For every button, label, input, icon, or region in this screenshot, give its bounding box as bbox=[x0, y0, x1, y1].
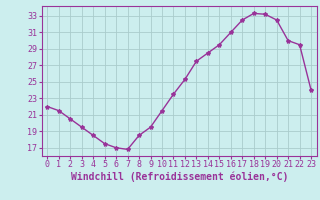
X-axis label: Windchill (Refroidissement éolien,°C): Windchill (Refroidissement éolien,°C) bbox=[70, 172, 288, 182]
